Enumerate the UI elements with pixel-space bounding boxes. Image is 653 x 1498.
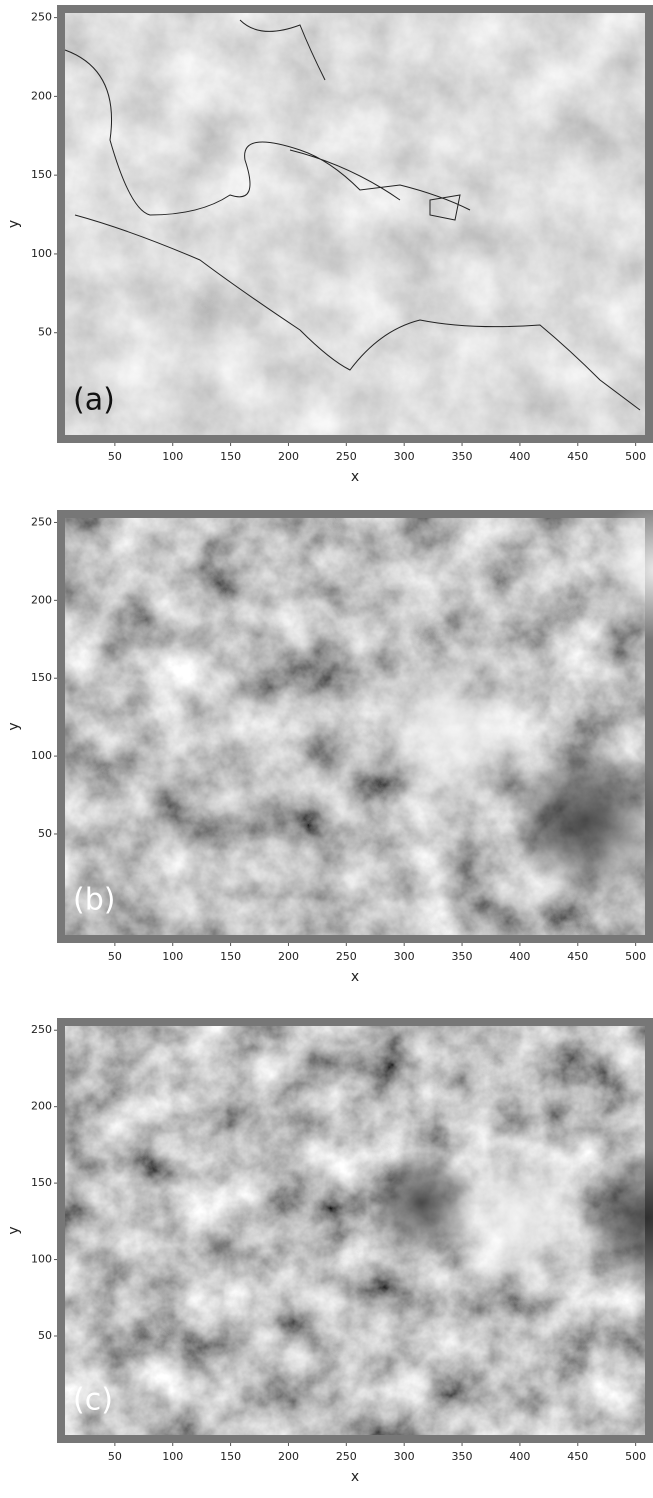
x-tick-label: 150 bbox=[220, 450, 241, 463]
y-tick-label: 50 bbox=[38, 326, 52, 339]
x-tick-label: 400 bbox=[509, 450, 530, 463]
x-tick-label: 250 bbox=[336, 450, 357, 463]
x-tick-label: 150 bbox=[220, 1450, 241, 1463]
x-tick-label: 450 bbox=[567, 450, 588, 463]
x-tick-label: 450 bbox=[567, 950, 588, 963]
panel-annotation: (b) bbox=[73, 883, 115, 918]
x-tick-label: 100 bbox=[162, 1450, 183, 1463]
x-tick-label: 200 bbox=[278, 450, 299, 463]
y-tick-label: 100 bbox=[31, 1253, 52, 1266]
x-tick-label: 500 bbox=[625, 1450, 646, 1463]
x-tick-label: 250 bbox=[336, 1450, 357, 1463]
x-tick-label: 300 bbox=[394, 1450, 415, 1463]
y-tick-label: 100 bbox=[31, 247, 52, 260]
x-tick-label: 50 bbox=[108, 1450, 122, 1463]
y-axis-label: y bbox=[6, 220, 22, 228]
x-tick-label: 350 bbox=[452, 950, 473, 963]
page: {"chart_data": [ {"type": "image", "anno… bbox=[0, 0, 653, 1498]
x-tick-label: 200 bbox=[278, 1450, 299, 1463]
figure: 50 100 150 200 250 300 350 400 450 500 50 100 150 200… bbox=[0, 0, 653, 1498]
x-tick-label: 300 bbox=[394, 450, 415, 463]
x-tick-label: 250 bbox=[336, 950, 357, 963]
y-tick-label: 150 bbox=[31, 168, 52, 181]
panel: 50 100 150 200 250 300 350 400 450 500 50 100 150 200… bbox=[6, 500, 653, 985]
y-axis-label: y bbox=[6, 1226, 22, 1234]
y-tick-label: 50 bbox=[38, 1329, 52, 1342]
y-tick-label: 200 bbox=[31, 1100, 52, 1113]
y-tick-label: 50 bbox=[38, 827, 52, 840]
y-tick-label: 250 bbox=[31, 1023, 52, 1036]
satellite-image bbox=[65, 13, 645, 435]
x-tick-label: 400 bbox=[509, 950, 530, 963]
y-axis-label: y bbox=[6, 722, 22, 730]
cloud-feature bbox=[367, 1148, 477, 1258]
x-tick-label: 500 bbox=[625, 950, 646, 963]
x-tick-label: 200 bbox=[278, 950, 299, 963]
x-tick-label: 350 bbox=[452, 1450, 473, 1463]
x-tick-label: 150 bbox=[220, 950, 241, 963]
y-tick-label: 100 bbox=[31, 749, 52, 762]
x-axis-label: x bbox=[351, 969, 359, 985]
x-tick-label: 450 bbox=[567, 1450, 588, 1463]
y-tick-label: 150 bbox=[31, 1176, 52, 1189]
panel-annotation: (a) bbox=[73, 383, 115, 418]
x-tick-label: 350 bbox=[452, 450, 473, 463]
x-tick-label: 300 bbox=[394, 950, 415, 963]
panel-annotation: (c) bbox=[73, 1383, 113, 1418]
x-tick-label: 400 bbox=[509, 1450, 530, 1463]
y-tick-label: 250 bbox=[31, 515, 52, 528]
y-tick-label: 200 bbox=[31, 89, 52, 102]
y-tick-label: 200 bbox=[31, 593, 52, 606]
panel: 50 100 150 200 250 300 350 400 450 500 50 100 150 200… bbox=[6, 1018, 653, 1485]
x-tick-label: 50 bbox=[108, 450, 122, 463]
x-tick-label: 100 bbox=[162, 450, 183, 463]
x-tick-label: 100 bbox=[162, 950, 183, 963]
y-tick-label: 150 bbox=[31, 671, 52, 684]
x-tick-label: 500 bbox=[625, 450, 646, 463]
panel: 50 100 150 200 250 300 350 400 450 500 50 100 150 200… bbox=[6, 5, 653, 485]
y-tick-label: 250 bbox=[31, 11, 52, 24]
x-tick-label: 50 bbox=[108, 950, 122, 963]
x-axis-label: x bbox=[351, 469, 359, 485]
x-axis-label: x bbox=[351, 1469, 359, 1485]
